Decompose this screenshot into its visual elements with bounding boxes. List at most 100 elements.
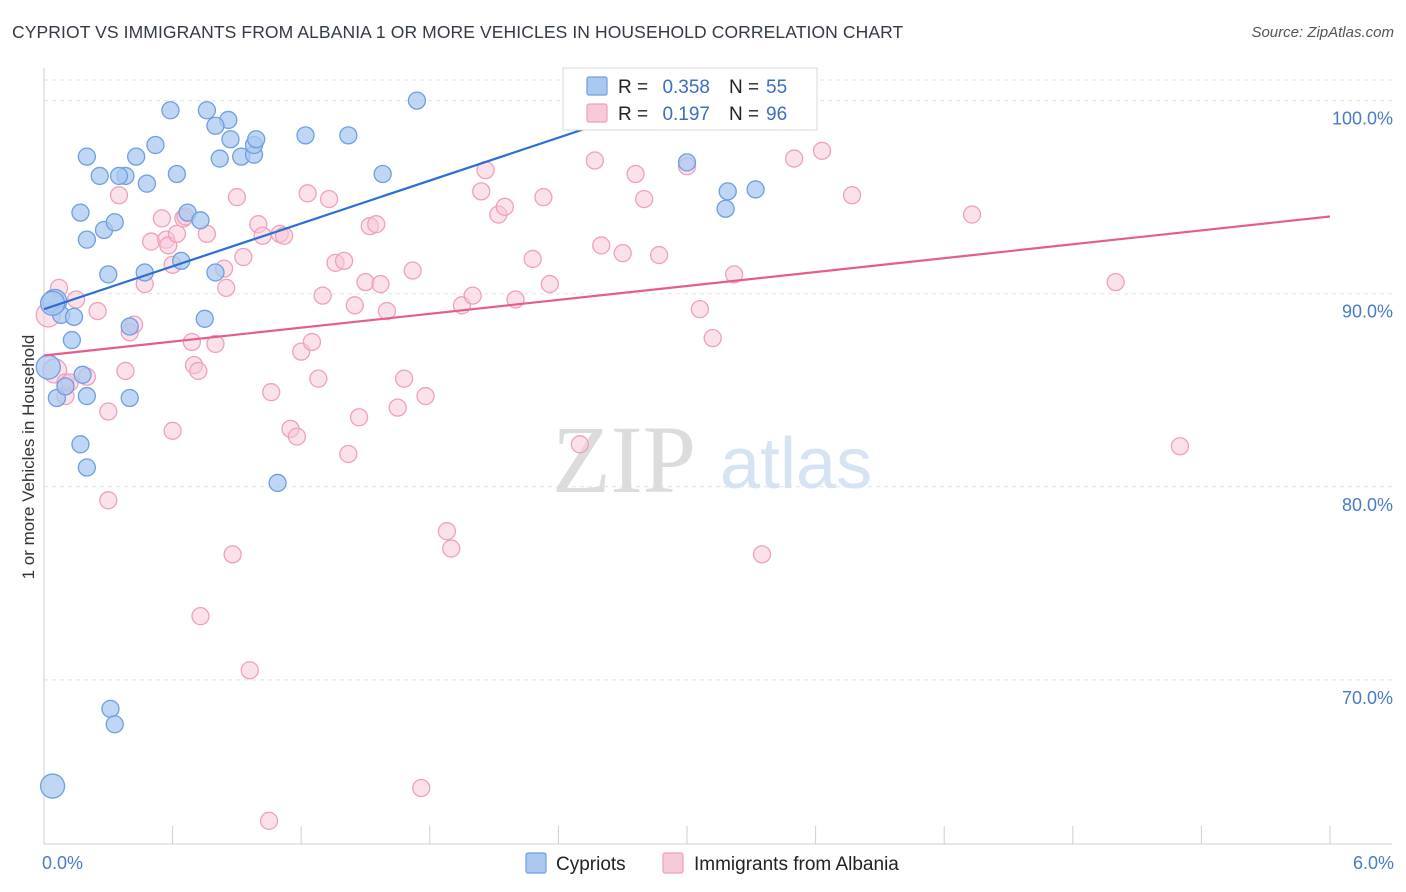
x-tick-label-min: 0.0% bbox=[42, 853, 83, 873]
point-albania-78 bbox=[585, 151, 604, 170]
point-albania-93 bbox=[1106, 272, 1125, 292]
series-legend-swatch-cypriots bbox=[525, 852, 547, 874]
point-albania-83 bbox=[649, 245, 669, 265]
y-tick-label-80: 80.0% bbox=[1342, 495, 1393, 515]
point-albania-31 bbox=[217, 278, 236, 298]
point-cypriots-30 bbox=[90, 166, 109, 186]
point-cypriots-8 bbox=[39, 773, 66, 799]
point-albania-26 bbox=[189, 361, 208, 381]
point-cypriots-18 bbox=[64, 307, 84, 327]
point-albania-9 bbox=[99, 402, 118, 421]
point-cypriots-11 bbox=[77, 458, 97, 477]
point-albania-85 bbox=[690, 300, 710, 319]
point-albania-59 bbox=[377, 301, 397, 321]
point-cypriots-31 bbox=[137, 174, 157, 193]
point-albania-72 bbox=[495, 197, 514, 216]
y-tick-labels: 70.0% 80.0% 90.0% 100.0% bbox=[1332, 109, 1393, 708]
point-albania-58 bbox=[371, 274, 390, 294]
legend-swatch-cypriots bbox=[586, 76, 608, 96]
point-albania-86 bbox=[703, 328, 722, 348]
point-albania-62 bbox=[403, 261, 422, 280]
trend-line-cypriots bbox=[43, 93, 688, 311]
point-albania-88 bbox=[752, 545, 772, 564]
point-albania-24 bbox=[182, 332, 202, 352]
point-cypriots-45 bbox=[296, 126, 315, 145]
point-albania-80 bbox=[613, 244, 632, 263]
point-albania-47 bbox=[309, 369, 328, 388]
point-cypriots-51 bbox=[718, 182, 737, 201]
watermark: ZIP atlas bbox=[552, 406, 872, 513]
point-albania-91 bbox=[842, 186, 862, 205]
point-albania-76 bbox=[540, 274, 559, 294]
point-albania-43 bbox=[287, 427, 307, 446]
point-cypriots-2 bbox=[62, 330, 82, 350]
point-cypriots-42 bbox=[161, 101, 180, 120]
point-cypriots-7 bbox=[35, 354, 61, 380]
point-cypriots-33 bbox=[127, 147, 146, 166]
point-albania-53 bbox=[345, 296, 364, 315]
point-albania-29 bbox=[206, 334, 225, 354]
series-legend-label-cypriots: Cypriots bbox=[556, 854, 626, 875]
point-albania-69 bbox=[472, 182, 491, 201]
point-albania-87 bbox=[725, 265, 744, 284]
point-cypriots-46 bbox=[339, 126, 358, 145]
series-legend: Cypriots Immigrants from Albania bbox=[525, 852, 899, 875]
point-albania-81 bbox=[626, 164, 645, 184]
point-cypriots-21 bbox=[77, 230, 97, 249]
legend-swatch-albania bbox=[586, 103, 608, 123]
point-cypriots-32 bbox=[77, 147, 97, 166]
x-tick-labels: 0.0% 6.0% bbox=[42, 853, 1394, 873]
point-albania-20 bbox=[163, 421, 182, 440]
point-cypriots-19 bbox=[195, 309, 214, 328]
point-albania-94 bbox=[1170, 437, 1190, 456]
point-cypriots-12 bbox=[71, 435, 90, 454]
point-cypriots-53 bbox=[716, 199, 735, 218]
point-albania-21 bbox=[167, 224, 187, 243]
watermark-atlas: atlas bbox=[720, 424, 872, 504]
point-albania-34 bbox=[234, 247, 253, 267]
point-albania-77 bbox=[570, 435, 589, 454]
point-albania-90 bbox=[812, 141, 832, 160]
point-albania-12 bbox=[116, 361, 135, 381]
point-albania-35 bbox=[240, 661, 259, 680]
point-cypriots-29 bbox=[109, 166, 129, 186]
point-cypriots-41 bbox=[206, 116, 225, 135]
point-cypriots-50 bbox=[677, 153, 697, 172]
point-cypriots-34 bbox=[146, 135, 165, 155]
point-cypriots-9 bbox=[101, 699, 120, 718]
point-albania-39 bbox=[262, 383, 281, 402]
axes bbox=[43, 68, 1392, 845]
point-albania-27 bbox=[191, 607, 210, 626]
trend-line-albania bbox=[43, 215, 1331, 357]
legend-n-label-albania: N = bbox=[729, 104, 759, 125]
point-cypriots-49 bbox=[407, 91, 427, 110]
point-albania-32 bbox=[223, 545, 242, 564]
point-albania-16 bbox=[142, 232, 161, 251]
point-cypriots-52 bbox=[746, 180, 765, 199]
point-cypriots-13 bbox=[120, 388, 139, 408]
point-albania-55 bbox=[356, 272, 375, 292]
point-cypriots-27 bbox=[167, 164, 187, 184]
point-albania-48 bbox=[313, 286, 332, 305]
trend-lines bbox=[43, 93, 1331, 357]
point-cypriots-35 bbox=[210, 149, 229, 168]
point-cypriots-47 bbox=[373, 164, 392, 184]
point-albania-65 bbox=[437, 522, 457, 541]
legend-n-label-cypriots: N = bbox=[729, 77, 759, 98]
stats-legend: R = 0.358 N = 55 R = 0.197 N = 96 bbox=[562, 67, 818, 131]
point-albania-75 bbox=[534, 188, 553, 207]
point-cypriots-26 bbox=[191, 211, 210, 230]
point-cypriots-44 bbox=[247, 130, 266, 149]
point-albania-60 bbox=[388, 398, 407, 417]
point-albania-33 bbox=[227, 188, 247, 207]
point-albania-92 bbox=[962, 205, 982, 224]
point-albania-64 bbox=[416, 386, 435, 406]
point-albania-61 bbox=[394, 369, 414, 388]
grid-lines bbox=[44, 79, 1392, 681]
point-albania-46 bbox=[302, 332, 322, 352]
point-cypriots-5 bbox=[56, 377, 75, 396]
point-albania-10 bbox=[99, 491, 118, 510]
legend-r-value-cypriots: 0.358 bbox=[662, 77, 710, 98]
chart-title: CYPRIOT VS IMMIGRANTS FROM ALBANIA 1 OR … bbox=[12, 22, 904, 42]
